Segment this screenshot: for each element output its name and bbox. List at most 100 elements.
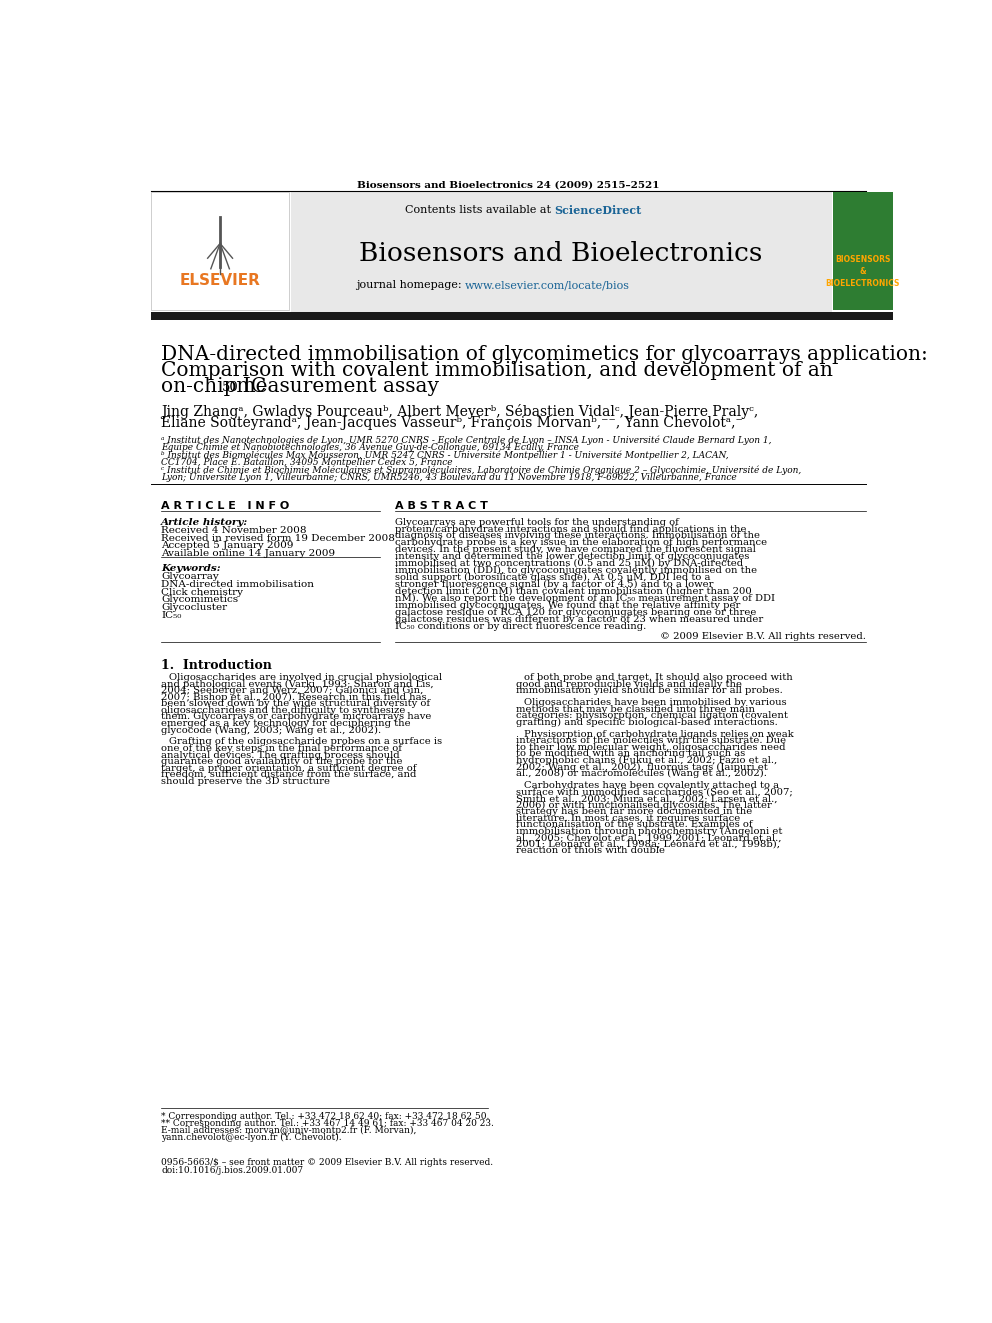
Text: analytical devices. The grafting process should: analytical devices. The grafting process…	[161, 750, 400, 759]
Text: measurement assay: measurement assay	[230, 377, 438, 397]
Text: CC1704, Place E. Bataillon, 34095 Montpellier Cedex 5, France: CC1704, Place E. Bataillon, 34095 Montpe…	[161, 458, 452, 467]
Text: Contents lists available at: Contents lists available at	[405, 205, 555, 214]
Text: Accepted 5 January 2009: Accepted 5 January 2009	[161, 541, 294, 550]
Text: ᵃ Institut des Nanotechnologies de Lyon, UMR 5270 CNRS - Ecole Centrale de Lyon : ᵃ Institut des Nanotechnologies de Lyon,…	[161, 437, 772, 446]
Text: intensity and determined the lower detection limit of glycoconjugates: intensity and determined the lower detec…	[395, 552, 750, 561]
Text: ScienceDirect: ScienceDirect	[555, 205, 642, 216]
Text: al., 2008) or macromolecules (Wang et al., 2002).: al., 2008) or macromolecules (Wang et al…	[516, 769, 767, 778]
Text: al., 2005; Chevolot et al., 1999,2001; Leonard et al.,: al., 2005; Chevolot et al., 1999,2001; L…	[516, 833, 782, 843]
Text: them. Glycoarrays or carbohydrate microarrays have: them. Glycoarrays or carbohydrate microa…	[161, 712, 432, 721]
Text: IC₅₀: IC₅₀	[161, 611, 182, 619]
Text: solid support (borosilicate glass slide). At 0.5 μM, DDI led to a: solid support (borosilicate glass slide)…	[395, 573, 710, 582]
Text: Glycoarrays are powerful tools for the understanding of: Glycoarrays are powerful tools for the u…	[395, 517, 680, 527]
Text: Carbohydrates have been covalently attached to a: Carbohydrates have been covalently attac…	[524, 781, 779, 790]
Text: 0956-5663/$ – see front matter © 2009 Elsevier B.V. All rights reserved.: 0956-5663/$ – see front matter © 2009 El…	[161, 1158, 493, 1167]
FancyBboxPatch shape	[151, 312, 893, 320]
Text: Received 4 November 2008: Received 4 November 2008	[161, 527, 307, 534]
Text: freedom, sufficient distance from the surface, and: freedom, sufficient distance from the su…	[161, 770, 417, 779]
Text: literature. In most cases, it requires surface: literature. In most cases, it requires s…	[516, 814, 740, 823]
FancyBboxPatch shape	[291, 192, 831, 312]
Text: Available online 14 January 2009: Available online 14 January 2009	[161, 549, 335, 558]
Text: methods that may be classified into three main: methods that may be classified into thre…	[516, 705, 755, 713]
Text: ᵇ Institut des Biomolécules Max Mousseron, UMR 5247 CNRS - Université Montpellie: ᵇ Institut des Biomolécules Max Moussero…	[161, 451, 729, 460]
Text: functionalisation of the substrate. Examples of: functionalisation of the substrate. Exam…	[516, 820, 753, 830]
Text: Article history:: Article history:	[161, 517, 248, 527]
Text: Biosensors and Bioelectronics: Biosensors and Bioelectronics	[359, 241, 763, 266]
Text: BIOSENSORS
&
BIOELECTRONICS: BIOSENSORS & BIOELECTRONICS	[825, 255, 900, 287]
Text: immobilised glycoconjugates. We found that the relative affinity per: immobilised glycoconjugates. We found th…	[395, 601, 741, 610]
Text: carbohydrate probe is a key issue in the elaboration of high performance: carbohydrate probe is a key issue in the…	[395, 538, 768, 548]
Text: nM). We also report the development of an IC₅₀ measurement assay of DDI: nM). We also report the development of a…	[395, 594, 776, 603]
Text: categories: physisorption, chemical ligation (covalent: categories: physisorption, chemical liga…	[516, 712, 788, 720]
Text: www.elsevier.com/locate/bios: www.elsevier.com/locate/bios	[465, 280, 630, 291]
Text: strategy has been far more documented in the: strategy has been far more documented in…	[516, 807, 752, 816]
Text: Equipe Chimie et Nanobiotechnologies, 36 Avenue Guy-de-Collongue, 69134 Ecully, : Equipe Chimie et Nanobiotechnologies, 36…	[161, 443, 579, 452]
Text: guarantee good availability of the probe for the: guarantee good availability of the probe…	[161, 757, 403, 766]
Text: reaction of thiols with double: reaction of thiols with double	[516, 847, 666, 856]
Text: ** Corresponding author. Tel.: +33 467 14 49 61; fax: +33 467 04 20 23.: ** Corresponding author. Tel.: +33 467 1…	[161, 1119, 494, 1129]
Text: doi:10.1016/j.bios.2009.01.007: doi:10.1016/j.bios.2009.01.007	[161, 1166, 304, 1175]
Text: stronger fluorescence signal (by a factor of 4.5) and to a lower: stronger fluorescence signal (by a facto…	[395, 579, 714, 589]
Text: Oligosaccharides have been immobilised by various: Oligosaccharides have been immobilised b…	[524, 699, 787, 708]
Text: emerged as a key technology for deciphering the: emerged as a key technology for decipher…	[161, 718, 411, 728]
Text: good and reproducible yields and ideally the: good and reproducible yields and ideally…	[516, 680, 742, 689]
Text: 2002; Wang et al., 2002), fluorous tags (Jaipuri et: 2002; Wang et al., 2002), fluorous tags …	[516, 762, 768, 771]
Text: Physisorption of carbohydrate ligands relies on weak: Physisorption of carbohydrate ligands re…	[524, 730, 794, 738]
Text: Keywords:: Keywords:	[161, 564, 221, 573]
Text: been slowed down by the wide structural diversity of: been slowed down by the wide structural …	[161, 700, 431, 708]
Text: galactose residues was different by a factor of 23 when measured under: galactose residues was different by a fa…	[395, 615, 764, 623]
Text: oligosaccharides and the difficulty to synthesize: oligosaccharides and the difficulty to s…	[161, 706, 406, 714]
Text: yann.chevolot@ec-lyon.fr (Y. Chevolot).: yann.chevolot@ec-lyon.fr (Y. Chevolot).	[161, 1132, 342, 1142]
Text: Eliane Souteyrandᵃ, Jean-Jacques Vasseurᵇ, François Morvanᵇ,⁻⁻, Yann Chevolotᵃ,⁻: Eliane Souteyrandᵃ, Jean-Jacques Vasseur…	[161, 415, 743, 430]
Text: Jing Zhangᵃ, Gwladys Pourceauᵇ, Albert Meyerᵇ, Sébastien Vidalᶜ, Jean-Pierre Pra: Jing Zhangᵃ, Gwladys Pourceauᵇ, Albert M…	[161, 404, 759, 418]
Text: grafting) and specific biological-based interactions.: grafting) and specific biological-based …	[516, 718, 778, 726]
Text: to their low molecular weight, oligosaccharides need: to their low molecular weight, oligosacc…	[516, 742, 786, 751]
Text: galactose residue of RCA 120 for glycoconjugates bearing one or three: galactose residue of RCA 120 for glycoco…	[395, 607, 757, 617]
Text: Received in revised form 19 December 2008: Received in revised form 19 December 200…	[161, 533, 395, 542]
Text: devices. In the present study, we have compared the fluorescent signal: devices. In the present study, we have c…	[395, 545, 756, 554]
Text: 2004; Seeberger and Werz, 2007; Galonici and Gin,: 2004; Seeberger and Werz, 2007; Galonici…	[161, 687, 424, 695]
Text: © 2009 Elsevier B.V. All rights reserved.: © 2009 Elsevier B.V. All rights reserved…	[660, 631, 866, 640]
Text: on-chip IC: on-chip IC	[161, 377, 267, 397]
Text: Biosensors and Bioelectronics 24 (2009) 2515–2521: Biosensors and Bioelectronics 24 (2009) …	[357, 180, 660, 189]
FancyBboxPatch shape	[833, 192, 893, 311]
Text: and pathological events (Varki, 1993; Sharon and Lis,: and pathological events (Varki, 1993; Sh…	[161, 680, 434, 689]
Text: detection limit (20 nM) than covalent immobilisation (higher than 200: detection limit (20 nM) than covalent im…	[395, 587, 752, 595]
Text: Grafting of the oligosaccharide probes on a surface is: Grafting of the oligosaccharide probes o…	[169, 737, 442, 746]
Text: Lyon; Université Lyon 1, Villeurbanne; CNRS, UMR5246, 43 Boulevard du 11 Novembr: Lyon; Université Lyon 1, Villeurbanne; C…	[161, 472, 737, 482]
Text: 2007; Bishop et al., 2007). Research in this field has: 2007; Bishop et al., 2007). Research in …	[161, 693, 427, 703]
Text: * Corresponding author. Tel.: +33 472 18 62 40; fax: +33 472 18 62 50.: * Corresponding author. Tel.: +33 472 18…	[161, 1113, 490, 1121]
Text: surface with unmodified saccharides (Seo et al., 2007;: surface with unmodified saccharides (Seo…	[516, 787, 793, 796]
Text: A B S T R A C T: A B S T R A C T	[395, 501, 488, 512]
Text: Smith et al., 2003; Miura et al., 2002; Larsen et al.,: Smith et al., 2003; Miura et al., 2002; …	[516, 794, 778, 803]
Text: protein/carbohydrate interactions and should find applications in the: protein/carbohydrate interactions and sh…	[395, 524, 747, 533]
Text: Click chemistry: Click chemistry	[161, 587, 243, 597]
Text: DNA-directed immobilisation of glycomimetics for glycoarrays application:: DNA-directed immobilisation of glycomime…	[161, 345, 929, 364]
Text: diagnosis of diseases involving these interactions. Immobilisation of the: diagnosis of diseases involving these in…	[395, 532, 760, 540]
Text: should preserve the 3D structure: should preserve the 3D structure	[161, 777, 330, 786]
Text: 50: 50	[221, 381, 238, 394]
Text: A R T I C L E   I N F O: A R T I C L E I N F O	[161, 501, 290, 512]
Text: one of the key steps in the final performance of: one of the key steps in the final perfor…	[161, 744, 402, 753]
Text: Glycoarray: Glycoarray	[161, 573, 219, 581]
Text: target, a proper orientation, a sufficient degree of: target, a proper orientation, a sufficie…	[161, 763, 417, 773]
Text: immobilisation (DDI), to glycoconjugates covalently immobilised on the: immobilisation (DDI), to glycoconjugates…	[395, 566, 757, 576]
Text: immobilisation yield should be similar for all probes.: immobilisation yield should be similar f…	[516, 687, 783, 695]
FancyBboxPatch shape	[151, 192, 289, 311]
Text: immobilisation through photochemistry (Angeloni et: immobilisation through photochemistry (A…	[516, 827, 783, 836]
Text: 2006) or with functionalised glycosides. The latter: 2006) or with functionalised glycosides.…	[516, 800, 772, 810]
Text: glycocode (Wang, 2003; Wang et al., 2002).: glycocode (Wang, 2003; Wang et al., 2002…	[161, 725, 381, 734]
Text: ᶜ Institut de Chimie et Biochimie Moléculaires et Supramoléculaires, Laboratoire: ᶜ Institut de Chimie et Biochimie Molécu…	[161, 466, 802, 475]
Text: Comparison with covalent immobilisation, and development of an: Comparison with covalent immobilisation,…	[161, 361, 833, 380]
Text: Oligosaccharides are involved in crucial physiological: Oligosaccharides are involved in crucial…	[169, 673, 442, 683]
Text: 1.  Introduction: 1. Introduction	[161, 659, 272, 672]
Text: DNA-directed immobilisation: DNA-directed immobilisation	[161, 579, 314, 589]
Text: of both probe and target. It should also proceed with: of both probe and target. It should also…	[524, 673, 793, 683]
Text: 2001; Leonard et al., 1998a; Leonard et al., 1998b),: 2001; Leonard et al., 1998a; Leonard et …	[516, 840, 780, 849]
Text: journal homepage:: journal homepage:	[356, 280, 465, 291]
Text: ELSEVIER: ELSEVIER	[180, 273, 261, 287]
Text: immobilised at two concentrations (0.5 and 25 μM) by DNA-directed: immobilised at two concentrations (0.5 a…	[395, 560, 743, 569]
Text: E-mail addresses: morvan@univ-montp2.fr (F. Morvan),: E-mail addresses: morvan@univ-montp2.fr …	[161, 1126, 417, 1135]
Text: Glycomimetics: Glycomimetics	[161, 595, 238, 605]
Text: IC₅₀ conditions or by direct fluorescence reading.: IC₅₀ conditions or by direct fluorescenc…	[395, 622, 647, 631]
